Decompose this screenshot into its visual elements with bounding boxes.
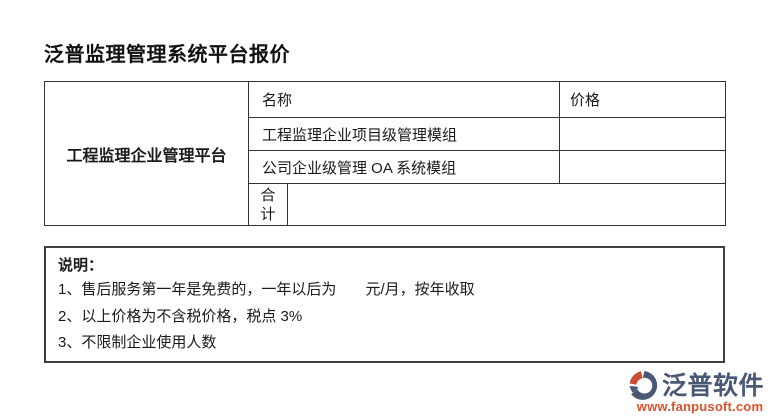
- table-row-module-price: [559, 118, 725, 151]
- column-header-price: 价格: [559, 82, 725, 118]
- brand-url: www.fanpusoft.com: [636, 399, 764, 414]
- platform-cell: 工程监理企业管理平台: [45, 82, 249, 225]
- fanpu-logo-icon: [629, 371, 658, 400]
- page-title: 泛普监理管理系统平台报价: [44, 44, 290, 66]
- note-item-2: 2、以上价格为不含税价格，税点 3%: [58, 307, 303, 325]
- table-row-module-name: 公司企业级管理 OA 系统模组: [249, 151, 559, 184]
- brand-name: 泛普软件: [661, 371, 764, 400]
- table-row-module-name: 工程监理企业项目级管理模组: [249, 118, 559, 151]
- brand-logo: 泛普软件 www.fanpusoft.com: [629, 369, 764, 414]
- notes-heading: 说明：: [58, 257, 104, 274]
- note-item-1: 1、售后服务第一年是免费的，一年以后为 元/月，按年收取: [58, 281, 475, 298]
- column-header-name: 名称: [249, 82, 559, 118]
- notes-box: 说明： 1、售后服务第一年是免费的，一年以后为 元/月，按年收取 2、以上价格为…: [44, 246, 725, 363]
- note-item-3: 3、不限制企业使用人数: [58, 334, 217, 351]
- total-label-cell: 合计: [249, 184, 288, 225]
- table-row-module-price: [559, 151, 725, 184]
- total-value-cell: [288, 184, 725, 225]
- pricing-table: 工程监理企业管理平台 名称 价格 工程监理企业项目级管理模组 公司企业级管理 O…: [44, 81, 726, 226]
